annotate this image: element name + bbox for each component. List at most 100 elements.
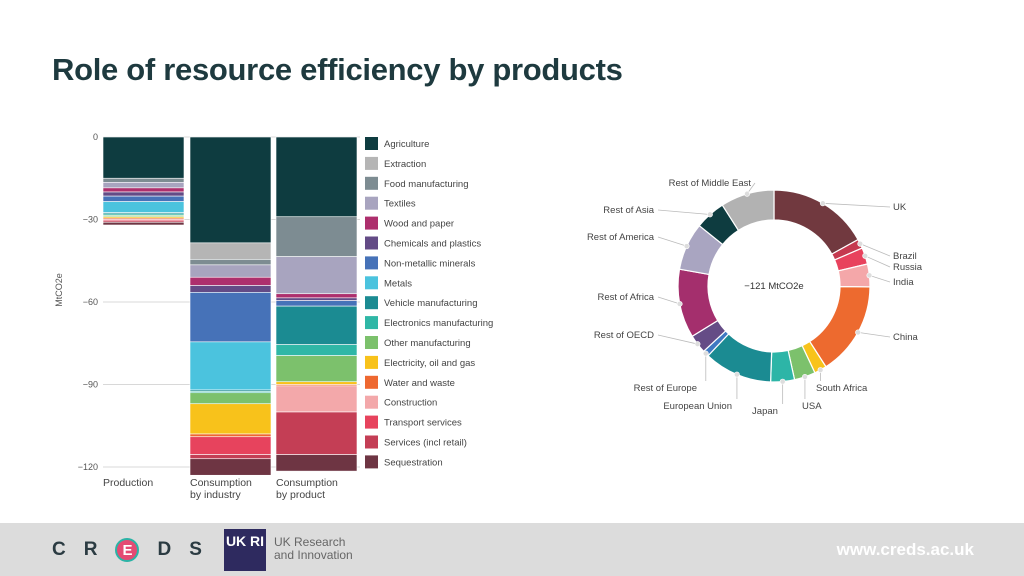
donut-slice-label: Rest of Africa: [598, 292, 655, 303]
bar-segment: [189, 341, 272, 391]
donut-center-label: −121 MtCO2e: [744, 281, 803, 292]
leader-line: [657, 209, 711, 215]
creds-logo[interactable]: C R E D S: [52, 538, 220, 562]
bar-segment: [275, 256, 358, 295]
leader-line: [857, 332, 891, 338]
y-tick-label: −60: [83, 297, 98, 307]
donut-slice-label: Rest of OECD: [594, 330, 654, 341]
bar-segment: [102, 191, 185, 197]
ukri-line-1: UK Research: [274, 535, 346, 549]
leader-dot: [707, 211, 713, 218]
leader-dot: [857, 240, 864, 247]
legend-label: Transport services: [384, 418, 462, 429]
legend-swatch: [365, 216, 378, 230]
bar-segment: [275, 411, 358, 455]
y-tick-label: −90: [83, 380, 98, 390]
logo-letter: S: [189, 539, 202, 560]
bar-segment: [275, 136, 358, 218]
ukri-line-2: and Innovation: [274, 548, 353, 562]
donut-slice-label: Rest of Europe: [634, 383, 697, 394]
donut-slice-label: Japan: [752, 406, 778, 417]
leader-line: [657, 296, 680, 305]
bar-segment: [189, 436, 272, 455]
legend-swatch: [365, 236, 378, 250]
legend-label: Water and waste: [384, 378, 455, 389]
leader-dot: [683, 243, 690, 250]
bar-segment: [189, 454, 272, 460]
donut-slice-label: Rest of America: [587, 232, 655, 243]
bar-chart-legend: Agriculture Extraction Food manufacturing T…: [365, 137, 493, 469]
legend-label: Wood and paper: [384, 219, 454, 230]
bar-segment: [189, 259, 272, 266]
legend-swatch: [365, 156, 378, 170]
x-category-label: by industry: [190, 489, 242, 501]
donut-slice-label: South Africa: [816, 383, 868, 394]
bar-segment: [275, 385, 358, 413]
legend-swatch: [365, 395, 378, 409]
bar-segment: [102, 136, 185, 179]
leader-line: [657, 236, 687, 247]
bar-segment: [102, 195, 185, 202]
legend-label: Other manufacturing: [384, 338, 471, 349]
leader-dot: [819, 200, 826, 207]
leader-line: [822, 202, 891, 208]
bar-segment: [275, 297, 358, 301]
legend-swatch: [365, 296, 378, 310]
ukri-name: UK Research and Innovation: [274, 536, 353, 562]
leader-dot: [779, 378, 786, 385]
legend-label: Construction: [384, 398, 437, 409]
bar-segment: [189, 292, 272, 343]
legend-swatch: [365, 316, 378, 330]
bar-segment: [189, 276, 272, 286]
logo-letter: C: [52, 539, 66, 560]
ukri-logo[interactable]: UK RI: [224, 529, 266, 571]
leader-dot: [676, 300, 683, 307]
legend-label: Electricity, oil and gas: [384, 358, 475, 369]
legend-label: Agriculture: [384, 139, 429, 150]
leader-dot: [734, 371, 740, 378]
legend-label: Services (incl retail): [384, 438, 467, 449]
legend-label: Electronics manufacturing: [384, 318, 493, 329]
donut-slice: [773, 189, 859, 255]
leader-dot: [744, 190, 750, 197]
donut-slice-label: Russia: [893, 262, 923, 273]
donut-slice-label: USA: [802, 401, 822, 412]
leader-dot: [866, 272, 873, 279]
x-category-label: Consumption: [190, 477, 252, 489]
bar-segment: [102, 182, 185, 189]
donut-slice-label: Rest of Asia: [603, 205, 654, 216]
bar-segment: [189, 242, 272, 260]
legend-label: Extraction: [384, 159, 426, 170]
donut-slice-label: UK: [893, 202, 907, 213]
logo-letter: D: [157, 539, 172, 560]
chart-area: 0 −30 −60 −90 −120 MtCO2e Production Consumptio…: [54, 132, 923, 501]
legend-label: Non-metallic minerals: [384, 258, 476, 269]
bar-segment: [189, 136, 272, 244]
leader-dot: [802, 373, 808, 380]
legend-swatch: [365, 435, 378, 449]
bar-segment: [189, 392, 272, 405]
leader-dot: [862, 253, 869, 259]
footer-bar: C R E D S UK RI UK Research and Innovati…: [0, 523, 1024, 576]
leader-line: [657, 334, 698, 345]
bar-segment: [275, 454, 358, 472]
bar-segment: [102, 201, 185, 213]
y-tick-label: −30: [83, 215, 98, 225]
bar-segment: [275, 293, 358, 299]
y-tick-label: 0: [93, 132, 98, 142]
bar-segment: [102, 177, 185, 183]
bar-segment: [189, 285, 272, 293]
bar-segment: [275, 300, 358, 307]
leader-line: [865, 255, 891, 268]
leader-dot: [702, 350, 709, 357]
legend-swatch: [365, 137, 378, 150]
bar-segment: [189, 433, 272, 438]
legend-label: Metals: [384, 278, 412, 289]
bar-segment: [275, 355, 358, 383]
donut-slice-label: China: [893, 332, 919, 343]
bar-segment: [102, 187, 185, 193]
legend-label: Food manufacturing: [384, 179, 469, 190]
website-link[interactable]: www.creds.ac.uk: [836, 540, 974, 559]
donut-slice-label: European Union: [663, 401, 732, 412]
